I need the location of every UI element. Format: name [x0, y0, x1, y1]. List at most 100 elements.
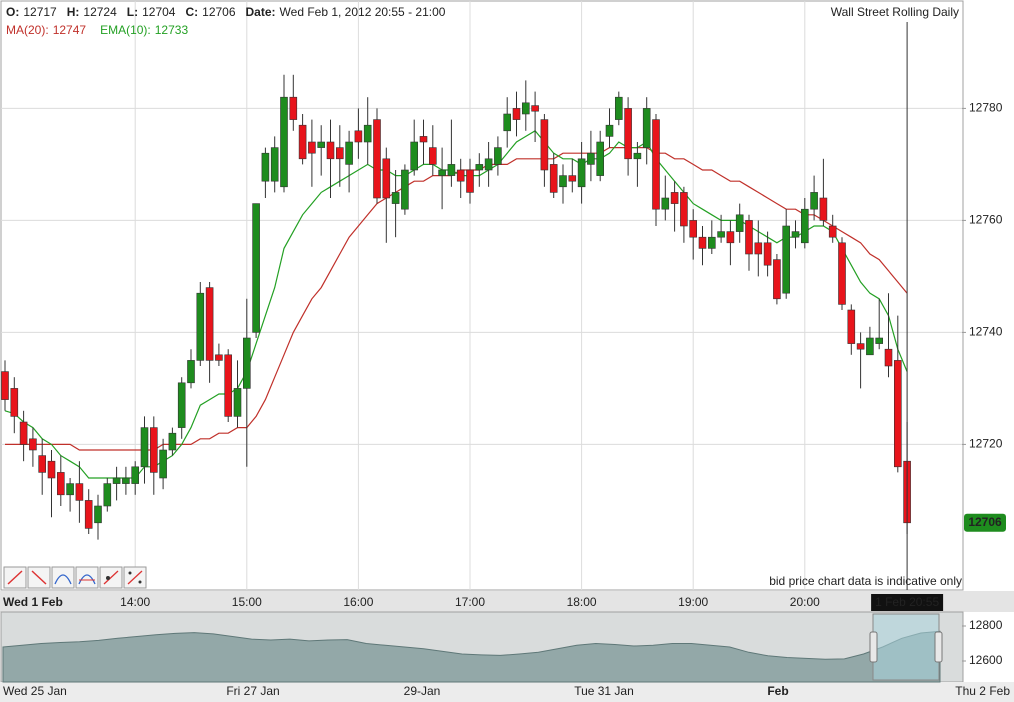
tool-button[interactable]: [75, 566, 99, 589]
x-tick-label: 19:00: [678, 595, 708, 609]
indicator-name: EMA(10):: [100, 23, 151, 37]
candle-body: [540, 119, 549, 171]
candle-body: [735, 214, 744, 232]
candle-body: [577, 158, 586, 188]
x-tick-label: 15:00: [232, 595, 262, 609]
x-tick-label: 17:00: [455, 595, 485, 609]
candle-body: [624, 108, 632, 160]
readout-label: O:: [6, 5, 19, 19]
readout-label: C:: [185, 5, 198, 19]
x-tick-label: 14:00: [120, 595, 150, 609]
y-tick-label: 12760: [969, 213, 1003, 227]
candle-body: [875, 337, 884, 344]
candle-body: [159, 449, 167, 479]
y-tick-label: 12780: [969, 101, 1003, 115]
candle-body: [559, 175, 567, 188]
readout-value: 12724: [83, 5, 117, 19]
tool-button[interactable]: [27, 566, 51, 589]
x-tick-label: Wed 1 Feb: [3, 595, 63, 609]
tool-button[interactable]: [51, 566, 75, 589]
plot-area: [0, 0, 964, 591]
candle-body: [866, 337, 874, 356]
candle-body: [308, 141, 316, 154]
candle-body: [345, 141, 353, 165]
candle-body: [782, 225, 791, 294]
candle-body: [661, 197, 670, 210]
candle-body: [168, 432, 177, 451]
candle-body: [605, 124, 614, 137]
candle-body: [1, 371, 9, 400]
candle-body: [800, 208, 809, 244]
candle-body: [512, 108, 521, 120]
navigator-date-label: Wed 25 Jan: [3, 684, 67, 698]
chart-title: Wall Street Rolling Daily: [831, 5, 959, 19]
candle-body: [754, 242, 763, 255]
navigator-selection[interactable]: [872, 613, 940, 681]
candle-body: [680, 192, 688, 227]
candle-body: [531, 105, 539, 112]
navigator-tick-label: 12800: [969, 618, 1003, 632]
tool-button[interactable]: [99, 566, 123, 589]
date-label: Date:: [246, 5, 276, 19]
candle-body: [317, 141, 326, 148]
candle-body: [29, 438, 37, 451]
candle-body: [893, 360, 902, 468]
candle-body: [652, 119, 660, 210]
candle-body: [363, 124, 372, 143]
candle-body: [466, 169, 474, 193]
candle-body: [614, 96, 623, 120]
candle-body: [568, 175, 577, 182]
y-tick-label: 12720: [969, 437, 1003, 451]
candle-body: [66, 483, 74, 496]
candle-body: [549, 164, 558, 193]
navigator-axis-strip: [0, 682, 1014, 702]
candle-body: [382, 158, 391, 199]
x-tick-label: 16:00: [343, 595, 373, 609]
candle-body: [252, 203, 260, 333]
candle-body: [773, 259, 781, 300]
readout-value: 12706: [202, 5, 236, 19]
candle-body: [633, 152, 642, 160]
candle-body: [94, 505, 102, 524]
readout-value: 12704: [142, 5, 176, 19]
candle-body: [298, 124, 307, 160]
candle-body: [596, 141, 605, 176]
navigator-handle[interactable]: [934, 631, 943, 663]
candle-body: [261, 152, 270, 182]
candle-body: [122, 477, 130, 484]
candle-body: [456, 169, 465, 182]
tool-button[interactable]: [123, 566, 147, 589]
candle-body: [10, 388, 19, 417]
indicator-readout: MA(20): 12747 EMA(10): 12733: [6, 23, 188, 37]
disclaimer: bid price chart data is indicative only: [769, 574, 962, 588]
candle-body: [326, 141, 335, 160]
candle-body: [205, 287, 214, 361]
candle-body: [717, 231, 725, 238]
candle-body: [177, 382, 186, 428]
last-price-label: 12706: [968, 515, 1002, 529]
candle-body: [745, 220, 753, 255]
candle-body: [270, 147, 279, 182]
candle-body: [689, 220, 698, 238]
indicator-name: MA(20):: [6, 23, 49, 37]
tool-button[interactable]: [3, 566, 27, 589]
navigator-handle[interactable]: [869, 631, 878, 663]
candle-body: [84, 500, 93, 529]
x-tick-label: 20:00: [790, 595, 820, 609]
candle-body: [196, 292, 205, 361]
navigator-date-label: Feb: [767, 684, 788, 698]
candle-body: [19, 421, 28, 445]
y-tick-label: 12740: [969, 325, 1003, 339]
candle-body: [828, 225, 837, 238]
candle-body: [670, 192, 679, 204]
candle-body: [112, 477, 121, 484]
navigator-tick-label: 12600: [969, 653, 1003, 667]
date-value: Wed Feb 1, 2012 20:55 - 21:00: [280, 5, 446, 19]
candle-body: [354, 130, 363, 143]
candle-body: [410, 141, 419, 171]
last-price-box: [964, 513, 1006, 532]
candle-body: [438, 169, 446, 176]
candle-body: [707, 236, 716, 249]
